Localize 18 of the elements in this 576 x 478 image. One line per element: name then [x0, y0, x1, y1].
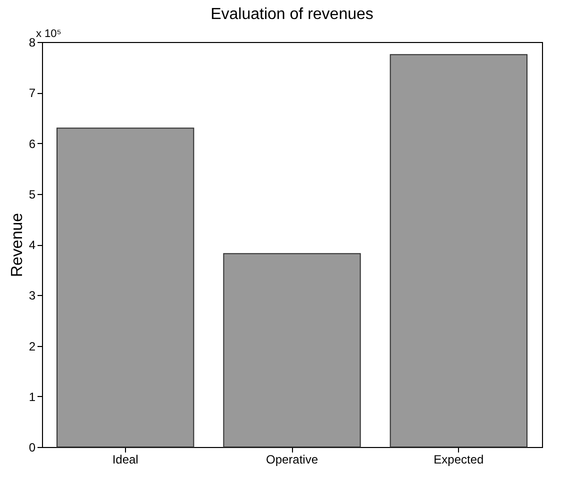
- text: x 10⁵: [36, 28, 62, 40]
- y-tick-label: 3: [28, 288, 36, 303]
- bar: [56, 128, 194, 448]
- y-tick-label: 2: [28, 339, 36, 354]
- bar: [390, 54, 528, 448]
- x-tick-label: Operative: [266, 452, 318, 466]
- y-tick-label: 7: [28, 86, 36, 100]
- chart-title: Evaluation of revenues: [210, 6, 374, 23]
- y-tick-label: 4: [28, 238, 36, 252]
- y-tick-label: 1: [28, 390, 36, 404]
- y-tick-label: 8: [28, 36, 36, 50]
- y-axis-title: Revenue: [8, 212, 26, 278]
- x-tick-label: Expected: [434, 452, 484, 466]
- x-tick-label: Ideal: [112, 452, 138, 466]
- y-tick-label: 5: [28, 187, 36, 202]
- y-tick-label: 6: [28, 136, 36, 151]
- y-tick-label: 0: [28, 440, 36, 454]
- bar: [223, 253, 361, 448]
